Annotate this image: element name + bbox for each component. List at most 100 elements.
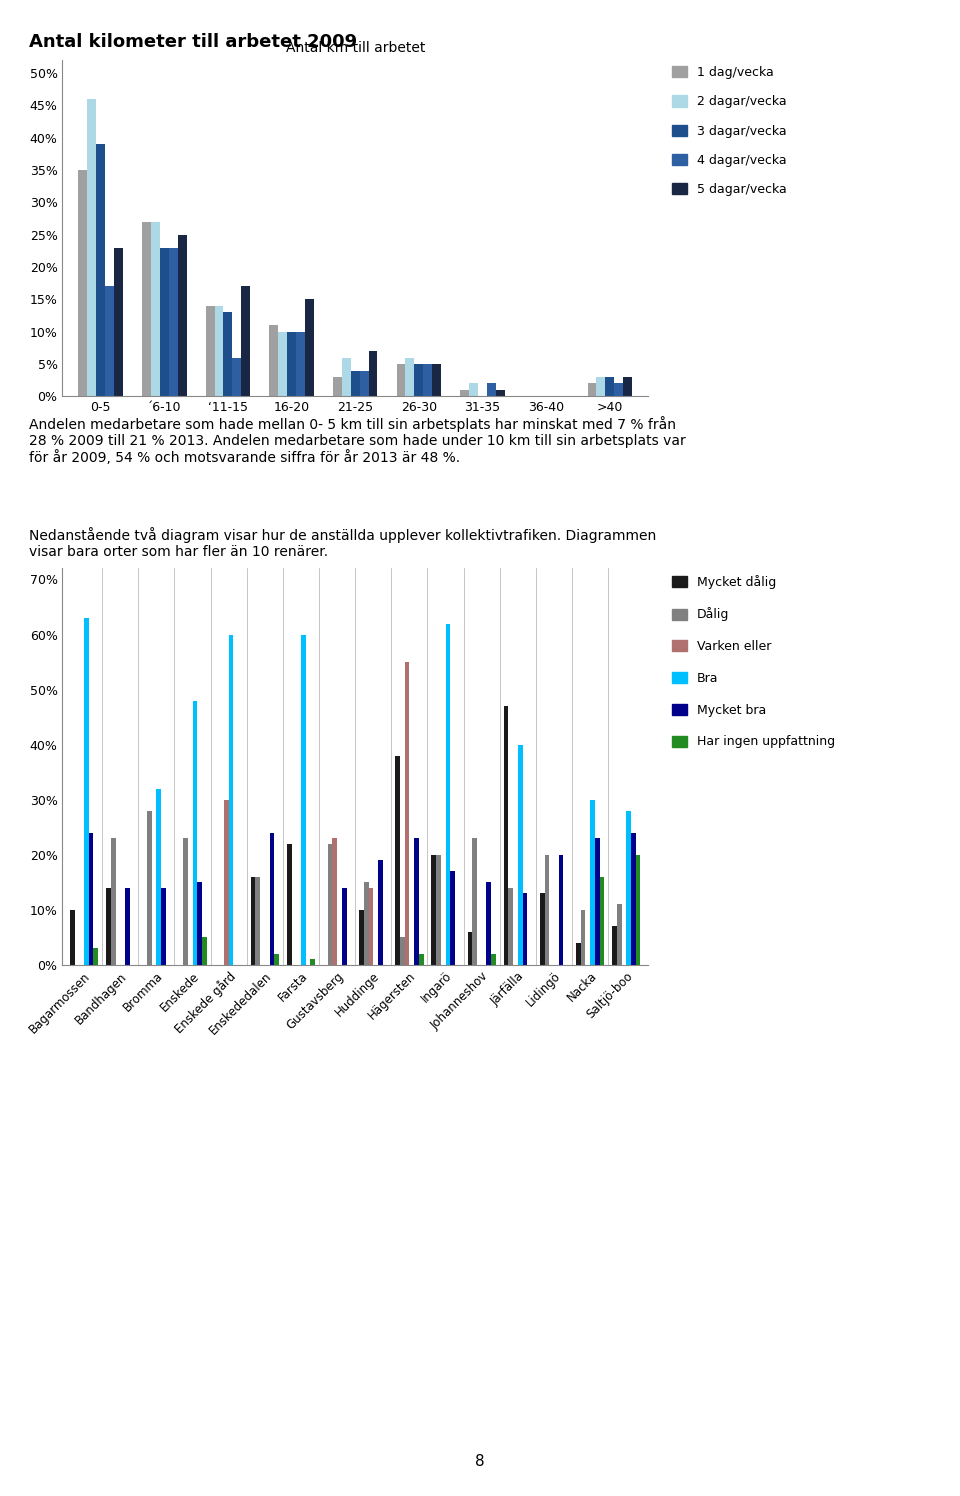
Bar (612, 926, 617, 965)
Bar (114, 247, 123, 396)
Bar (333, 377, 342, 396)
Bar (400, 938, 405, 965)
Bar (93, 948, 98, 965)
Bar (369, 352, 377, 396)
Bar (450, 871, 455, 965)
Legend: Mycket dålig, Dålig, Varken eller, Bra, Mycket bra, Har ingen uppfattning: Mycket dålig, Dålig, Varken eller, Bra, … (672, 574, 835, 748)
Bar (432, 364, 442, 396)
Bar (596, 377, 606, 396)
Bar (636, 854, 640, 965)
Text: 8: 8 (475, 1454, 485, 1469)
Bar (606, 377, 614, 396)
Bar (504, 706, 509, 965)
Bar (396, 755, 400, 965)
Bar (202, 938, 206, 965)
Bar (275, 954, 279, 965)
Bar (310, 959, 315, 965)
Bar (224, 313, 232, 396)
Bar (214, 305, 224, 396)
Bar (626, 811, 631, 965)
Bar (178, 235, 186, 396)
Bar (110, 838, 115, 965)
Bar (396, 364, 405, 396)
Bar (617, 905, 622, 965)
Bar (350, 371, 360, 396)
Bar (522, 893, 527, 965)
Bar (105, 286, 114, 396)
Bar (540, 893, 544, 965)
Bar (436, 854, 441, 965)
Bar (369, 887, 373, 965)
Bar (492, 954, 495, 965)
Bar (431, 854, 436, 965)
Bar (107, 887, 110, 965)
Bar (205, 305, 214, 396)
Bar (588, 383, 596, 396)
Title: Antal km till arbetet: Antal km till arbetet (285, 40, 425, 54)
Bar (544, 854, 549, 965)
Bar (255, 877, 260, 965)
Bar (364, 883, 369, 965)
Bar (161, 887, 166, 965)
Bar (359, 910, 364, 965)
Bar (460, 390, 469, 396)
Bar (197, 883, 202, 965)
Bar (151, 221, 159, 396)
Bar (423, 364, 432, 396)
Bar (445, 624, 450, 965)
Bar (327, 844, 332, 965)
Bar (269, 325, 278, 396)
Bar (469, 383, 478, 396)
Bar (147, 811, 152, 965)
Bar (301, 634, 305, 965)
Bar (614, 383, 623, 396)
Bar (278, 332, 287, 396)
Text: Antal kilometer till arbetet 2009: Antal kilometer till arbetet 2009 (29, 33, 357, 51)
Bar (517, 745, 522, 965)
Bar (487, 883, 492, 965)
Bar (142, 221, 151, 396)
Bar (156, 788, 161, 965)
Bar (169, 247, 178, 396)
Bar (287, 332, 296, 396)
Bar (472, 838, 477, 965)
Bar (88, 833, 93, 965)
Bar (332, 838, 337, 965)
Bar (125, 887, 130, 965)
Bar (414, 838, 419, 965)
Bar (84, 618, 88, 965)
Bar (509, 887, 514, 965)
Bar (224, 800, 228, 965)
Bar (305, 299, 314, 396)
Bar (631, 833, 636, 965)
Bar (360, 371, 369, 396)
Bar (419, 954, 423, 965)
Bar (559, 854, 564, 965)
Bar (241, 286, 251, 396)
Bar (251, 877, 255, 965)
Bar (600, 877, 604, 965)
Bar (487, 383, 496, 396)
Bar (228, 634, 233, 965)
Bar (405, 663, 409, 965)
Bar (623, 377, 632, 396)
Text: Andelen medarbetare som hade mellan 0- 5 km till sin arbetsplats har minskat med: Andelen medarbetare som hade mellan 0- 5… (29, 416, 685, 465)
Bar (193, 700, 197, 965)
Bar (581, 910, 586, 965)
Bar (183, 838, 188, 965)
Bar (296, 332, 305, 396)
Bar (87, 99, 96, 396)
Bar (378, 860, 383, 965)
Bar (576, 942, 581, 965)
Bar (232, 358, 241, 396)
Bar (496, 390, 505, 396)
Bar (159, 247, 169, 396)
Bar (595, 838, 600, 965)
Bar (96, 144, 105, 396)
Legend: 1 dag/vecka, 2 dagar/vecka, 3 dagar/vecka, 4 dagar/vecka, 5 dagar/vecka: 1 dag/vecka, 2 dagar/vecka, 3 dagar/veck… (672, 66, 786, 196)
Bar (468, 932, 472, 965)
Bar (287, 844, 292, 965)
Bar (590, 800, 595, 965)
Bar (270, 833, 275, 965)
Bar (342, 887, 347, 965)
